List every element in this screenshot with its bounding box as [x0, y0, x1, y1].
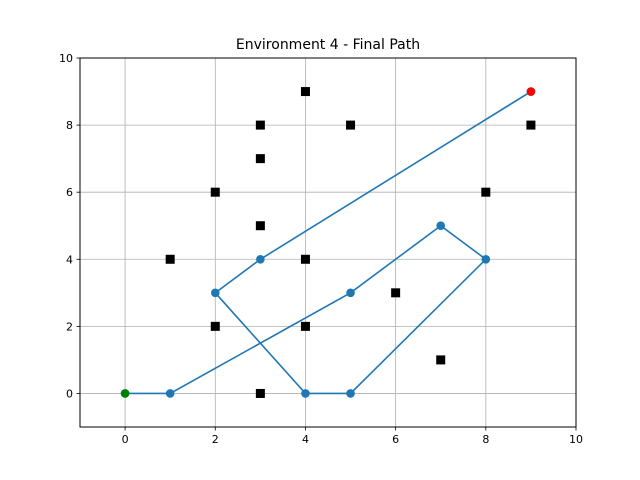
obstacle-marker — [391, 288, 401, 298]
obstacle-marker — [255, 120, 265, 130]
y-tick-label: 0 — [66, 387, 73, 400]
y-tick-label: 6 — [66, 186, 73, 199]
chart-title: Environment 4 - Final Path — [236, 37, 420, 53]
y-tick-label: 8 — [66, 119, 73, 132]
obstacle-marker — [481, 187, 491, 197]
ticks: 0 2 4 6 8 10 0 2 4 6 8 10 — [59, 52, 583, 446]
obstacle-marker — [210, 187, 220, 197]
obstacle-marker — [346, 120, 356, 130]
goal-marker — [526, 87, 536, 96]
path — [120, 87, 536, 398]
x-tick-label: 8 — [482, 433, 489, 446]
y-tick-label: 2 — [66, 320, 73, 333]
path-point — [346, 389, 355, 398]
path-point — [165, 389, 175, 398]
path-point — [481, 254, 491, 264]
obstacle-marker — [436, 355, 446, 365]
x-tick-label: 0 — [122, 433, 129, 446]
obstacle-marker — [255, 388, 265, 398]
path-point — [210, 288, 220, 298]
obstacle-marker — [255, 154, 265, 164]
obstacle-marker — [300, 321, 310, 331]
obstacle-marker — [526, 120, 536, 130]
x-tick-label: 4 — [302, 433, 309, 446]
x-tick-label: 6 — [392, 433, 399, 446]
path-point — [436, 221, 446, 231]
path-point — [256, 254, 265, 264]
obstacle-marker — [255, 221, 265, 231]
x-tick-label: 10 — [569, 433, 583, 446]
obstacle-marker — [300, 87, 310, 97]
endpoints — [120, 87, 536, 398]
path-point — [346, 288, 355, 298]
axes-frame — [79, 57, 577, 428]
obstacle-marker — [210, 321, 220, 331]
path-line — [125, 90, 532, 395]
obstacles — [165, 87, 536, 398]
start-marker — [120, 389, 130, 398]
obstacle-marker — [300, 254, 310, 264]
obstacle-marker — [165, 254, 175, 264]
y-tick-label: 10 — [59, 52, 73, 65]
x-tick-label: 2 — [212, 433, 219, 446]
path-point — [301, 389, 310, 398]
y-tick-label: 4 — [66, 253, 73, 266]
